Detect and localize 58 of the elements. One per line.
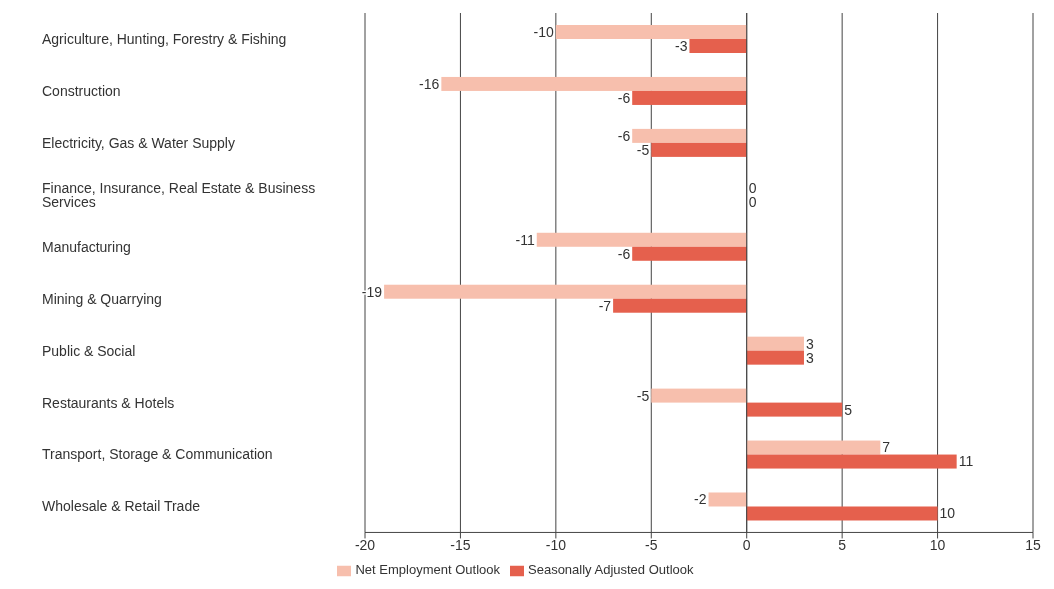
bar <box>746 402 843 417</box>
data-label: -5 <box>636 387 650 404</box>
y-tick-label: Construction <box>42 82 121 99</box>
y-tick-label: Mining & Quarrying <box>42 290 162 307</box>
x-tick-label: 0 <box>742 537 751 554</box>
bar <box>536 232 747 247</box>
data-label: -16 <box>419 75 440 92</box>
x-tick-label: -20 <box>354 537 376 554</box>
y-tick-label: Manufacturing <box>42 238 131 255</box>
y-tick-label: Finance, Insurance, Real Estate & Business Services <box>42 179 316 210</box>
data-label: 0 <box>748 179 757 196</box>
x-tick-label: -10 <box>545 537 567 554</box>
y-tick-label: Wholesale & Retail Trade <box>42 498 201 515</box>
bar <box>632 128 747 143</box>
x-tick-label: 10 <box>929 537 946 554</box>
bar <box>746 336 804 351</box>
x-tick-label: 15 <box>1025 537 1041 554</box>
data-label: 11 <box>958 453 974 470</box>
data-label: 3 <box>805 335 814 352</box>
data-label: -6 <box>617 89 631 106</box>
bar <box>555 25 747 39</box>
bar <box>689 39 747 53</box>
data-label: -7 <box>598 297 612 314</box>
bar <box>746 440 881 455</box>
x-tick-label: 5 <box>838 537 847 554</box>
data-label: 7 <box>882 439 891 456</box>
data-label: -6 <box>617 245 631 262</box>
data-label: -2 <box>694 491 707 508</box>
bar <box>441 76 747 91</box>
data-label: -10 <box>533 23 555 40</box>
legend-label: Net Employment Outlook <box>355 562 500 578</box>
bar <box>632 246 747 261</box>
y-tick-label: Electricity, Gas & Water Supply <box>42 134 235 151</box>
x-tick-label: -5 <box>645 537 658 554</box>
data-label: -6 <box>617 127 631 144</box>
x-tick-label: -15 <box>450 537 471 554</box>
bar <box>651 388 747 403</box>
data-label: 5 <box>844 401 853 418</box>
data-label: 0 <box>748 193 757 210</box>
bar <box>384 284 747 299</box>
legend-label: Seasonally Adjusted Outlook <box>528 562 694 578</box>
bar <box>746 350 804 365</box>
data-label: -11 <box>515 231 535 248</box>
bar <box>632 90 747 105</box>
bar <box>651 142 747 157</box>
bar <box>746 506 938 521</box>
y-tick-label: Public & Social <box>42 342 136 359</box>
data-label: -5 <box>636 141 650 158</box>
bar <box>708 492 747 507</box>
data-label: -3 <box>675 37 688 54</box>
bar <box>613 298 747 313</box>
y-tick-label: Transport, Storage & Communication <box>42 446 273 463</box>
data-label: 3 <box>805 349 814 366</box>
data-label: 10 <box>939 505 956 522</box>
bar <box>746 454 957 469</box>
data-label: -19 <box>361 283 383 300</box>
y-tick-label: Restaurants & Hotels <box>42 394 175 411</box>
y-tick-label: Agriculture, Hunting, Forestry & Fishing <box>42 30 287 47</box>
